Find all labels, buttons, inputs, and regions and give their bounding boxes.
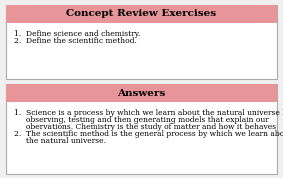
Bar xyxy=(6,84,277,102)
Text: obervations. Chemistry is the study of matter and how it behaves: obervations. Chemistry is the study of m… xyxy=(14,123,276,131)
Bar xyxy=(6,5,277,23)
Text: the natural universe.: the natural universe. xyxy=(14,137,106,145)
Text: 1.  Science is a process by which we learn about the natural universe by: 1. Science is a process by which we lear… xyxy=(14,109,283,117)
Bar xyxy=(6,84,277,174)
Bar xyxy=(6,5,277,79)
Text: 2.  Define the scientific method.: 2. Define the scientific method. xyxy=(14,37,137,45)
Text: 2.  The scientific method is the general process by which we learn about: 2. The scientific method is the general … xyxy=(14,130,283,138)
Text: Answers: Answers xyxy=(117,88,166,98)
Text: observing, testing and then generating models that explain our: observing, testing and then generating m… xyxy=(14,116,269,124)
Text: 1.  Define science and chemistry.: 1. Define science and chemistry. xyxy=(14,30,140,38)
Text: Concept Review Exercises: Concept Review Exercises xyxy=(67,9,216,19)
